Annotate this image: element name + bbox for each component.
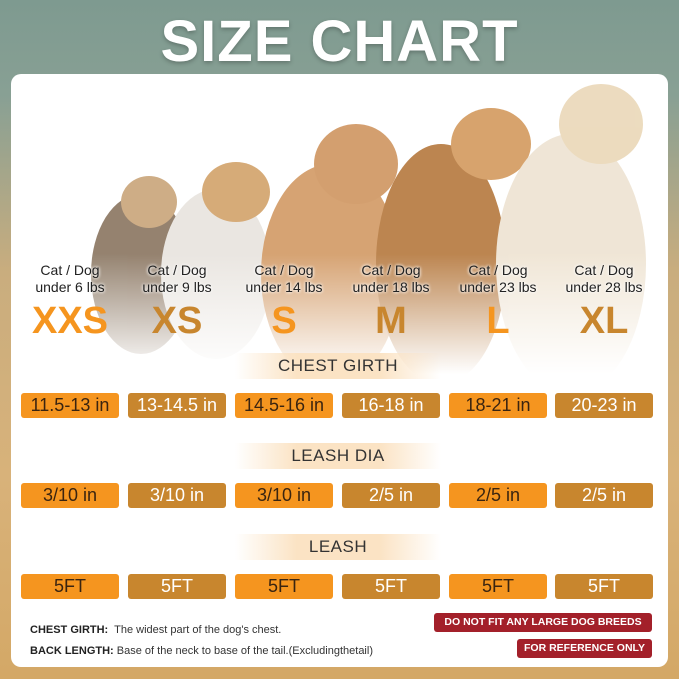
- warning-badge-large-breeds: DO NOT FIT ANY LARGE DOG BREEDS: [434, 613, 652, 632]
- size-label: XL: [579, 300, 629, 342]
- leash-length-value: 5FT: [449, 574, 547, 599]
- leash-length-value: 5FT: [235, 574, 333, 599]
- chest-girth-value: 18-21 in: [449, 393, 547, 418]
- size-label: XS: [151, 300, 203, 342]
- leash-length-value: 5FT: [555, 574, 653, 599]
- size-chart-card: Cat / Dog under 6 lbs XXS 11.5-13 in 3/10…: [11, 74, 668, 667]
- chest-girth-value: 16-18 in: [342, 393, 440, 418]
- page-title: SIZE CHART: [160, 9, 519, 74]
- size-label: S: [271, 300, 297, 342]
- dogs-photo: [11, 74, 668, 374]
- weight-label: Cat / Dog under 18 lbs: [352, 262, 430, 295]
- weight-label: Cat / Dog under 14 lbs: [245, 262, 323, 295]
- section-chest-girth: CHEST GIRTH: [235, 353, 441, 379]
- leash-dia-value: 3/10 in: [128, 483, 226, 508]
- leash-length-value: 5FT: [342, 574, 440, 599]
- note-back-length: BACK LENGTH: Base of the neck to base of…: [30, 645, 373, 657]
- section-leash: LEASH: [235, 534, 441, 560]
- chest-girth-value: 14.5-16 in: [235, 393, 333, 418]
- chest-girth-value: 11.5-13 in: [21, 393, 119, 418]
- chest-girth-value: 13-14.5 in: [128, 393, 226, 418]
- weight-label: Cat / Dog under 28 lbs: [565, 262, 643, 295]
- weight-label: Cat / Dog under 6 lbs: [35, 262, 105, 295]
- size-label: L: [486, 300, 510, 342]
- note-chest-girth: CHEST GIRTH: The widest part of the dog'…: [30, 624, 282, 636]
- warning-badge-reference: FOR REFERENCE ONLY: [517, 639, 652, 658]
- weight-label: Cat / Dog under 23 lbs: [459, 262, 537, 295]
- leash-length-value: 5FT: [21, 574, 119, 599]
- leash-dia-value: 2/5 in: [342, 483, 440, 508]
- leash-dia-value: 2/5 in: [555, 483, 653, 508]
- leash-length-value: 5FT: [128, 574, 226, 599]
- chest-girth-value: 20-23 in: [555, 393, 653, 418]
- size-label: XXS: [31, 300, 109, 342]
- leash-dia-value: 3/10 in: [21, 483, 119, 508]
- leash-dia-value: 2/5 in: [449, 483, 547, 508]
- size-label: M: [375, 300, 407, 342]
- section-leash-dia: LEASH DIA: [235, 443, 441, 469]
- weight-label: Cat / Dog under 9 lbs: [142, 262, 212, 295]
- leash-dia-value: 3/10 in: [235, 483, 333, 508]
